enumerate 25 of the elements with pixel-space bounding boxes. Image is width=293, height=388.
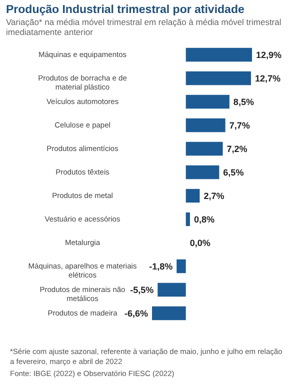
data-label: 12,7% xyxy=(254,74,281,84)
bar xyxy=(152,306,186,320)
data-label: 2,7% xyxy=(204,191,224,202)
bar xyxy=(186,189,200,203)
bar xyxy=(186,166,220,180)
data-label: 7,2% xyxy=(226,144,248,154)
data-label: 12,9% xyxy=(256,50,282,60)
data-label: 0,0% xyxy=(190,238,210,248)
bar xyxy=(176,260,186,274)
data-label: -1,8% xyxy=(149,262,173,272)
data-label: 8,5% xyxy=(233,97,254,108)
chart-subtitle: Variação* na média móvel trimestral em relação à média móvel trimestral imediatamente anterior xyxy=(5,16,282,38)
data-label: -5,5% xyxy=(130,285,154,296)
bar xyxy=(158,283,186,297)
data-label: 7,7% xyxy=(229,120,250,131)
bar xyxy=(186,48,252,62)
data-label: 6,5% xyxy=(223,168,244,178)
chart-title: Produção Industrial trimestral por atividade xyxy=(5,3,246,16)
data-label: -6,6% xyxy=(124,308,148,319)
bar xyxy=(186,142,223,156)
bar xyxy=(186,72,251,86)
bar xyxy=(186,118,226,132)
bar xyxy=(186,95,230,109)
bar xyxy=(186,212,190,226)
data-label: 0,8% xyxy=(194,214,214,225)
